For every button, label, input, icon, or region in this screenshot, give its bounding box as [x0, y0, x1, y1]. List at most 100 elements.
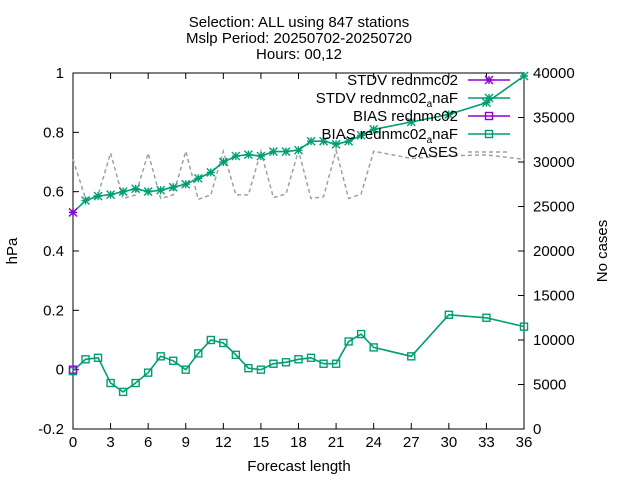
series-1 [68, 71, 529, 217]
legend-label: STDV rednmc02 [347, 72, 458, 89]
square-marker [106, 378, 115, 388]
y2-tick-label: 25000 [533, 199, 575, 216]
square-marker [356, 329, 366, 339]
x-tick-label: 36 [516, 434, 533, 451]
x-tick-label: 30 [440, 434, 457, 451]
star-marker [444, 110, 454, 120]
y2-tick-label: 15000 [533, 288, 575, 305]
series-line [72, 147, 525, 201]
square-marker [319, 359, 328, 368]
square-marker [219, 338, 228, 348]
x-tick-label: 21 [328, 434, 345, 451]
y-tick-label: -0.2 [38, 421, 64, 438]
y2-tick-label: 5000 [533, 377, 566, 394]
square-marker [407, 352, 416, 361]
star-marker [484, 75, 494, 85]
square-marker [294, 355, 303, 364]
x-tick-label: 24 [365, 434, 382, 451]
square-marker [482, 313, 491, 322]
square-marker [231, 350, 241, 360]
star-marker [268, 147, 278, 157]
star-marker [484, 93, 494, 103]
square-marker [81, 355, 90, 364]
star-marker [68, 207, 78, 217]
star-marker [519, 71, 529, 81]
square-marker [68, 365, 78, 374]
star-stroke [143, 187, 153, 197]
star-stroke [81, 196, 91, 206]
star-marker [93, 191, 103, 201]
square-marker [519, 322, 529, 331]
y2-tick-label: 30000 [533, 154, 575, 171]
legend-label-sub: a [427, 135, 433, 146]
square-marker [143, 368, 153, 377]
legend-label-main: BIAS rednmc02 [353, 108, 458, 125]
square-marker [206, 335, 216, 345]
y2-tick-label: 20000 [533, 243, 575, 260]
star-stroke [484, 75, 494, 85]
legend-label-tail: naF [432, 126, 458, 143]
legend-label: CASES [407, 144, 458, 161]
square-marker [131, 378, 140, 388]
series-layer [68, 71, 529, 397]
square-marker [484, 129, 494, 139]
y-tick-label: 0 [56, 362, 64, 379]
y2-tick-label: 35000 [533, 110, 575, 127]
star-stroke [281, 147, 291, 157]
legend-label: STDV rednmc02anaF [316, 90, 458, 110]
star-marker [306, 136, 316, 146]
square-marker [93, 353, 103, 362]
x-tick-label: 27 [403, 434, 420, 451]
legend-label-main: STDV rednmc02 [347, 72, 458, 89]
series-3 [68, 310, 529, 397]
square-marker [344, 337, 353, 346]
legend-label-tail: naF [432, 90, 458, 107]
star-stroke [168, 182, 178, 192]
star-stroke [319, 136, 329, 146]
star-stroke [68, 207, 78, 217]
star-stroke [306, 136, 316, 146]
star-marker [331, 139, 341, 149]
star-stroke [406, 117, 416, 127]
star-stroke [231, 151, 241, 161]
series-0 [68, 207, 78, 217]
series-2 [68, 365, 78, 374]
star-stroke [156, 185, 166, 195]
star-marker [344, 136, 354, 146]
x-tick-label: 0 [69, 434, 77, 451]
star-marker [356, 130, 366, 140]
series-line [72, 313, 525, 393]
star-stroke [268, 147, 278, 157]
legend-label: BIAS rednmc02anaF [322, 126, 458, 146]
y-tick-label: 0.2 [43, 302, 64, 319]
y2-axis-label: No cases [594, 220, 611, 283]
x-tick-label: 33 [478, 434, 495, 451]
square-marker [169, 356, 178, 365]
star-stroke [484, 93, 494, 103]
y-tick-label: 0.4 [43, 243, 64, 260]
star-marker [256, 151, 266, 161]
y-axis-label: hPa [4, 237, 21, 264]
star-marker [218, 157, 228, 167]
y-tick-label: 0.8 [43, 124, 64, 141]
star-marker [181, 179, 191, 189]
star-marker [231, 151, 241, 161]
star-stroke [118, 187, 128, 197]
star-marker [294, 145, 303, 155]
star-marker [106, 190, 116, 200]
star-stroke [218, 157, 228, 167]
y2-tick-label: 40000 [533, 65, 575, 82]
x-tick-label: 15 [253, 434, 270, 451]
star-stroke [131, 184, 141, 194]
star-marker [319, 136, 329, 146]
square-marker [306, 353, 316, 362]
square-marker [118, 387, 128, 397]
star-stroke [181, 179, 191, 189]
legend-label: BIAS rednmc02 [353, 108, 458, 125]
star-marker [131, 184, 141, 194]
square-marker [244, 363, 253, 373]
square-marker [444, 310, 454, 319]
star-stroke [369, 124, 379, 134]
square-marker [484, 111, 494, 121]
star-stroke [193, 173, 203, 183]
